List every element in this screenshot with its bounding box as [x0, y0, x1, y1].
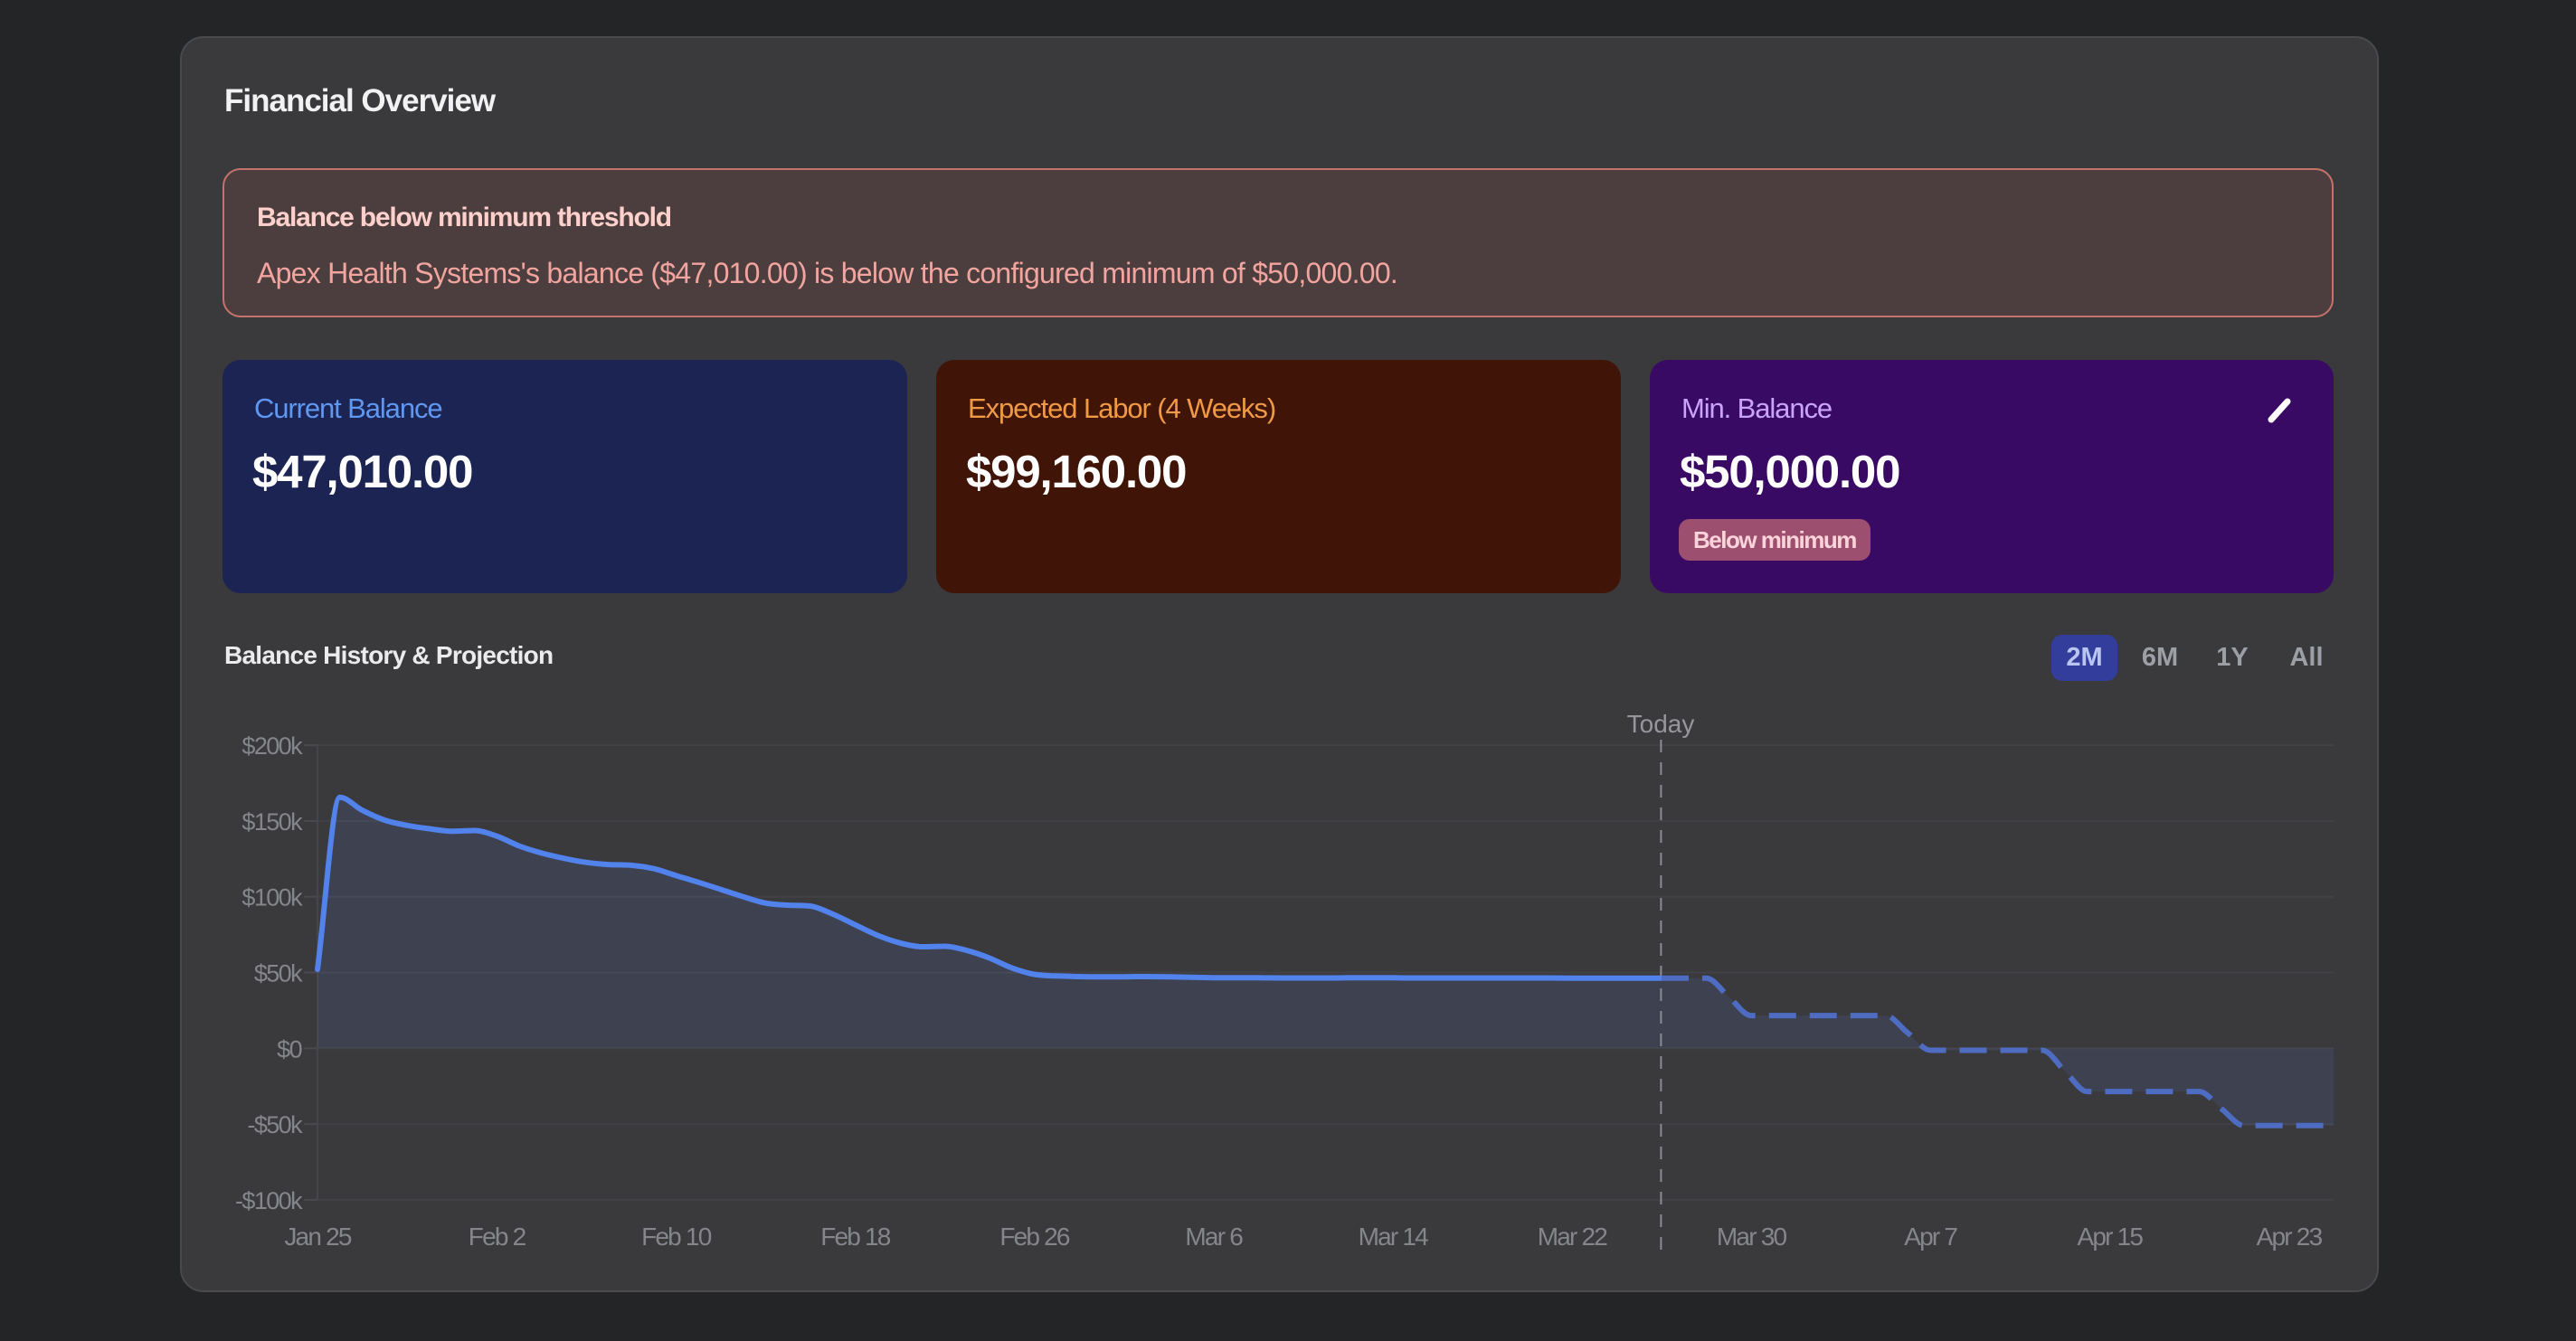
svg-text:Jan 25: Jan 25: [284, 1223, 351, 1251]
svg-text:Feb 18: Feb 18: [820, 1223, 891, 1251]
svg-text:Feb 2: Feb 2: [469, 1223, 526, 1251]
svg-text:$100k: $100k: [242, 884, 303, 911]
svg-text:Mar 6: Mar 6: [1185, 1223, 1243, 1251]
svg-text:$150k: $150k: [242, 808, 303, 836]
svg-text:Feb 10: Feb 10: [641, 1223, 712, 1251]
svg-text:$0: $0: [277, 1035, 301, 1062]
svg-text:-$50k: -$50k: [247, 1111, 303, 1138]
svg-text:Mar 14: Mar 14: [1359, 1223, 1429, 1251]
svg-text:Feb 26: Feb 26: [999, 1223, 1070, 1251]
svg-text:Apr 7: Apr 7: [1904, 1223, 1957, 1251]
svg-text:Today: Today: [1627, 710, 1695, 738]
svg-text:-$100k: -$100k: [235, 1187, 303, 1214]
svg-text:Mar 22: Mar 22: [1538, 1223, 1608, 1251]
svg-text:Apr 15: Apr 15: [2077, 1223, 2143, 1251]
svg-text:Apr 23: Apr 23: [2257, 1223, 2323, 1251]
svg-text:Mar 30: Mar 30: [1717, 1223, 1787, 1251]
svg-text:$50k: $50k: [254, 960, 303, 987]
svg-text:$200k: $200k: [242, 732, 303, 760]
